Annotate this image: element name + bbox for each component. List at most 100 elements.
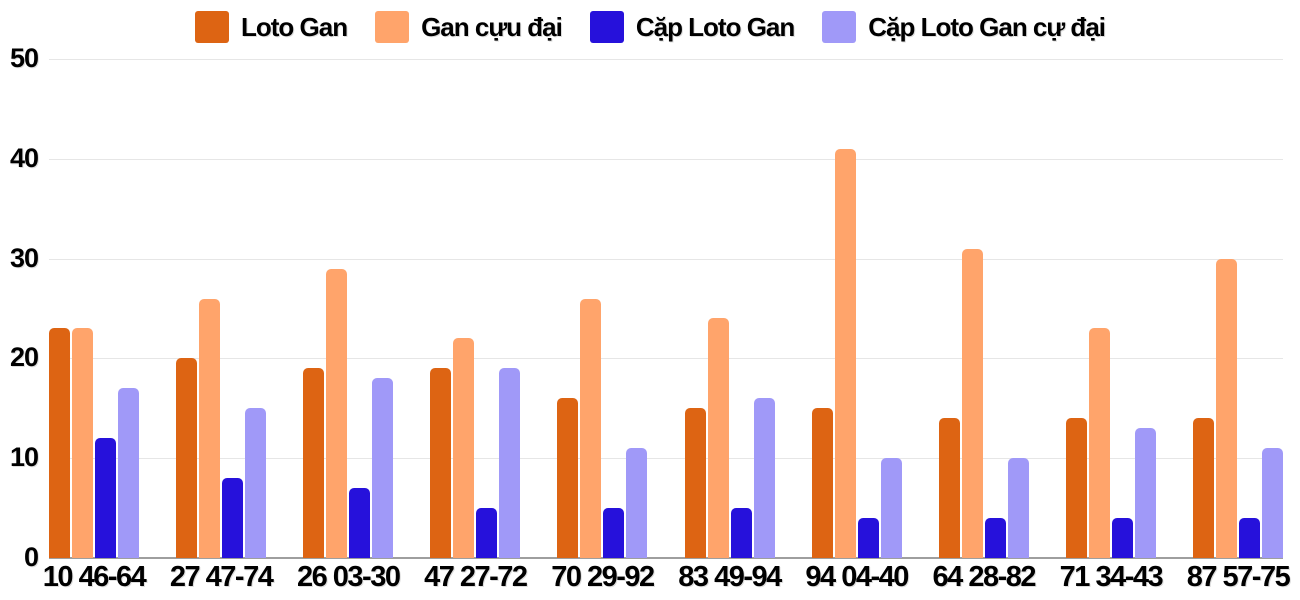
x-tick-label-26-03-30: 26 03-30 (296, 561, 401, 593)
bar-gan-cuu-ai-26-03-30[interactable] (326, 268, 348, 558)
y-tick-label-40: 40 (9, 142, 39, 173)
x-tick-cell: 87 57-75 (1187, 562, 1291, 592)
bar-cap-loto-gan-cu-ai-26-03-30[interactable] (372, 378, 394, 558)
bar-group-47-27-72 (430, 59, 521, 558)
bar-cap-loto-gan-83-49-94[interactable] (730, 508, 752, 558)
bar-loto-gan-94-04-40[interactable] (811, 408, 833, 558)
bar-loto-gan-83-49-94[interactable] (684, 408, 706, 558)
bar-loto-gan-10-46-64[interactable] (49, 328, 70, 558)
x-tick-label-47-27-72: 47 27-72 (424, 561, 528, 593)
x-tick-label-70-29-92: 70 29-92 (551, 561, 655, 593)
x-tick-cell: 83 49-94 (678, 562, 782, 592)
legend-swatch-loto-gan (194, 11, 229, 43)
bar-cap-loto-gan-47-27-72[interactable] (476, 508, 498, 558)
y-axis-tick-labels: 0 10 20 30 40 50 (0, 45, 40, 571)
bar-loto-gan-26-03-30[interactable] (303, 368, 325, 558)
bar-group-83-49-94 (684, 59, 775, 558)
legend-label: Loto Gan (240, 11, 348, 42)
x-tick-label-83-49-94: 83 49-94 (678, 561, 782, 593)
bar-gan-cuu-ai-27-47-74[interactable] (199, 298, 221, 558)
bar-loto-gan-47-27-72[interactable] (430, 368, 452, 558)
legend-item-cap-loto-gan-cu-ai: Cặp Loto Gan cự đại (822, 11, 1106, 43)
bar-cap-loto-gan-cu-ai-87-57-75[interactable] (1261, 448, 1283, 558)
bar-loto-gan-27-47-74[interactable] (176, 358, 198, 558)
bar-cap-loto-gan-26-03-30[interactable] (349, 488, 371, 558)
x-tick-label-10-46-64: 10 46-64 (42, 561, 147, 593)
x-tick-label-27-47-74: 27 47-74 (169, 561, 274, 593)
legend-label: Cặp Loto Gan cự đại (868, 11, 1106, 42)
y-tick-label-10: 10 (9, 442, 39, 473)
gridline-10 (49, 458, 1283, 460)
bar-groups (49, 59, 1283, 558)
bar-cap-loto-gan-87-57-75[interactable] (1238, 518, 1260, 558)
legend-item-gan-cuu-ai: Gan cựu đại (375, 11, 563, 43)
bar-gan-cuu-ai-83-49-94[interactable] (707, 318, 729, 558)
y-tick-label-20: 20 (9, 342, 39, 373)
bar-cap-loto-gan-10-46-64[interactable] (95, 438, 116, 558)
x-tick-label-71-34-43: 71 34-43 (1059, 561, 1164, 593)
legend-item-loto-gan: Loto Gan (194, 11, 348, 43)
bar-group-26-03-30 (303, 59, 394, 558)
gridline-50 (49, 59, 1283, 60)
legend-swatch-gan-cuu-ai (375, 11, 410, 43)
bar-group-94-04-40 (811, 59, 902, 558)
gridline-30 (49, 258, 1283, 260)
x-axis-tick-labels: 10 46-64 27 47-74 26 03-30 47 27-72 70 29-92… (43, 562, 1291, 592)
bar-gan-cuu-ai-94-04-40[interactable] (834, 148, 856, 558)
bar-cap-loto-gan-64-28-82[interactable] (984, 518, 1006, 558)
bar-loto-gan-71-34-43[interactable] (1065, 418, 1087, 558)
bar-group-87-57-75 (1192, 59, 1283, 558)
bar-cap-loto-gan-70-29-92[interactable] (603, 508, 625, 558)
bar-gan-cuu-ai-64-28-82[interactable] (961, 248, 983, 558)
bar-gan-cuu-ai-87-57-75[interactable] (1215, 258, 1237, 558)
x-tick-cell: 71 34-43 (1060, 562, 1164, 592)
x-tick-cell: 27 47-74 (170, 562, 274, 592)
bar-group-64-28-82 (938, 59, 1029, 558)
bar-cap-loto-gan-cu-ai-27-47-74[interactable] (245, 408, 267, 558)
x-tick-cell: 94 04-40 (805, 562, 909, 592)
x-tick-cell: 26 03-30 (297, 562, 401, 592)
legend-swatch-cap-loto-gan (589, 11, 624, 43)
bar-loto-gan-87-57-75[interactable] (1192, 418, 1214, 558)
gridline-40 (49, 158, 1283, 160)
y-tick-label-50: 50 (9, 43, 39, 73)
legend-swatch-cap-loto-gan-cu-ai (822, 11, 857, 43)
x-tick-cell: 47 27-72 (424, 562, 528, 592)
bar-gan-cuu-ai-70-29-92[interactable] (580, 298, 602, 558)
y-tick-label-30: 30 (9, 242, 39, 273)
bar-cap-loto-gan-27-47-74[interactable] (222, 478, 244, 558)
legend-label: Gan cựu đại (421, 11, 563, 42)
bar-cap-loto-gan-cu-ai-83-49-94[interactable] (753, 398, 775, 558)
bar-cap-loto-gan-94-04-40[interactable] (857, 518, 879, 558)
bar-group-71-34-43 (1065, 59, 1156, 558)
bar-group-70-29-92 (557, 59, 648, 558)
bar-cap-loto-gan-cu-ai-10-46-64[interactable] (118, 388, 139, 558)
legend-item-cap-loto-gan: Cặp Loto Gan (589, 11, 795, 43)
bar-cap-loto-gan-cu-ai-70-29-92[interactable] (626, 448, 648, 558)
y-tick-label-0: 0 (23, 542, 39, 572)
x-tick-cell: 64 28-82 (933, 562, 1037, 592)
bar-cap-loto-gan-cu-ai-71-34-43[interactable] (1134, 428, 1156, 558)
legend-label: Cặp Loto Gan (635, 11, 795, 42)
chart-legend: Loto Gan Gan cựu đại Cặp Loto Gan Cặp Loto … (0, 11, 1300, 43)
x-tick-label-64-28-82: 64 28-82 (932, 561, 1037, 593)
x-tick-label-87-57-75: 87 57-75 (1186, 561, 1291, 593)
bar-cap-loto-gan-cu-ai-64-28-82[interactable] (1007, 458, 1029, 558)
bar-group-27-47-74 (176, 59, 267, 558)
x-tick-cell: 70 29-92 (551, 562, 655, 592)
bar-loto-gan-70-29-92[interactable] (557, 398, 579, 558)
bar-cap-loto-gan-cu-ai-47-27-72[interactable] (499, 368, 521, 558)
gridline-20 (49, 358, 1283, 360)
bar-gan-cuu-ai-47-27-72[interactable] (453, 338, 475, 558)
x-tick-label-94-04-40: 94 04-40 (805, 561, 909, 593)
bar-cap-loto-gan-71-34-43[interactable] (1111, 518, 1133, 558)
bar-gan-cuu-ai-71-34-43[interactable] (1088, 328, 1110, 558)
bar-gan-cuu-ai-10-46-64[interactable] (72, 328, 93, 558)
x-tick-cell: 10 46-64 (43, 562, 147, 592)
x-axis-baseline (49, 557, 1283, 559)
bar-cap-loto-gan-cu-ai-94-04-40[interactable] (880, 458, 902, 558)
plot-area (49, 59, 1283, 559)
bar-loto-gan-64-28-82[interactable] (938, 418, 960, 558)
bar-group-10-46-64 (49, 59, 139, 558)
